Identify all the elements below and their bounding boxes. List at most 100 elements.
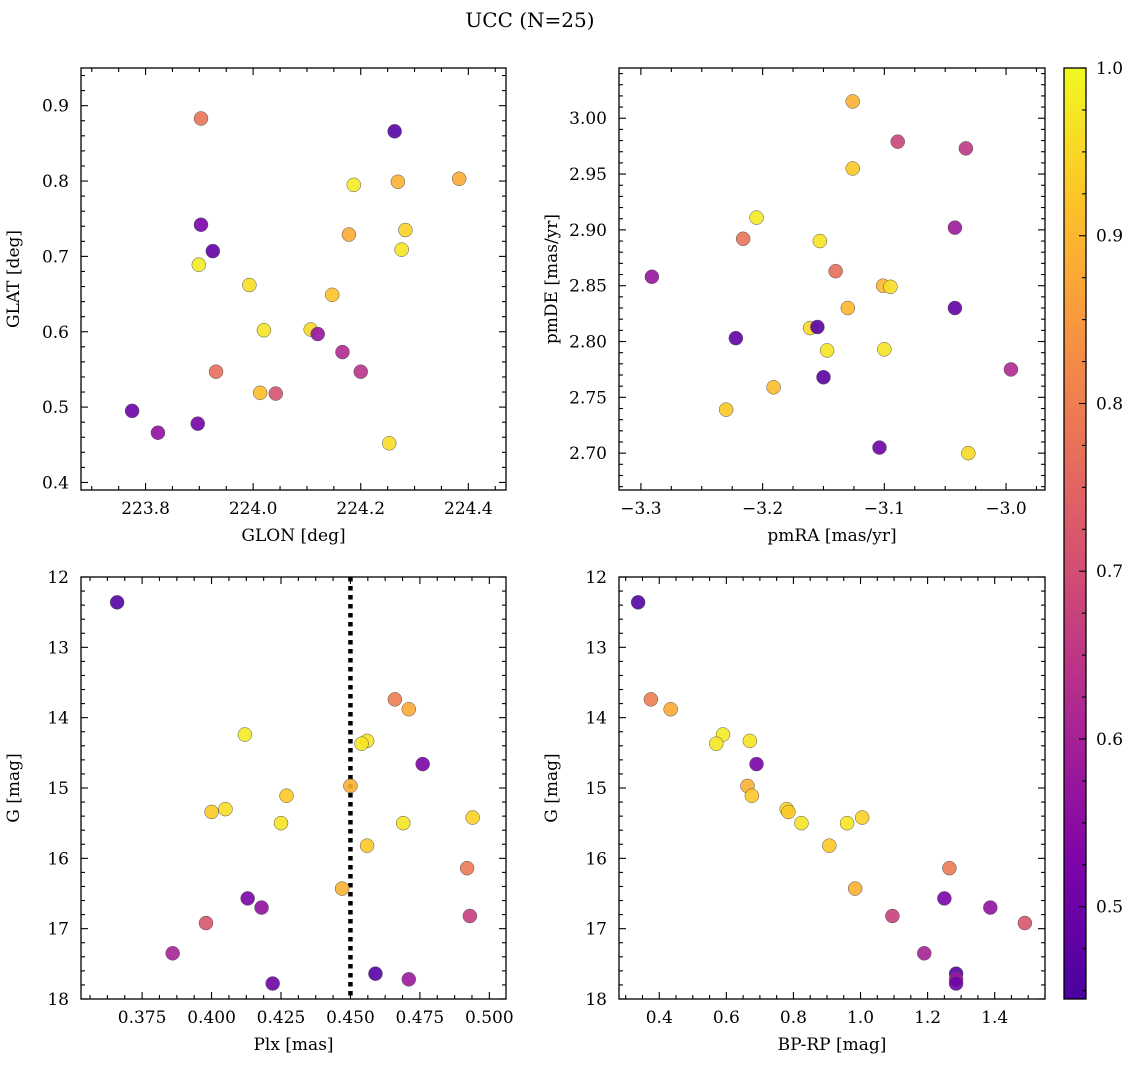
y-tick-label: 18 xyxy=(47,990,69,1010)
axes-frame xyxy=(618,576,1046,1000)
scatter-point xyxy=(885,908,900,924)
scatter-point xyxy=(916,946,932,961)
y-tick-label: 12 xyxy=(47,568,69,588)
y-axis-label: G [mag] xyxy=(4,753,24,822)
scatter-point xyxy=(150,425,166,440)
x-axis-label: pmRA [mas/yr] xyxy=(767,526,896,546)
y-tick-label: 2.70 xyxy=(569,444,607,464)
scatter-point xyxy=(630,595,646,610)
scatter-point xyxy=(334,881,350,896)
scatter-point xyxy=(218,801,233,817)
scatter-point xyxy=(877,342,892,357)
scatter-point xyxy=(709,736,724,751)
y-tick-label: 0.9 xyxy=(42,97,69,117)
scatter-point xyxy=(252,385,268,401)
y-tick-label: 2.80 xyxy=(569,333,607,353)
x-tick-label: 0.8 xyxy=(780,1008,807,1028)
scatter-point xyxy=(1017,915,1033,931)
scatter-point xyxy=(983,900,998,915)
scatter-point xyxy=(643,692,659,707)
y-tick-label: 16 xyxy=(585,849,607,869)
x-tick-label: 0.400 xyxy=(187,1008,236,1028)
scatter-point xyxy=(268,386,283,401)
scatter-point xyxy=(845,94,860,109)
scatter-point xyxy=(335,344,350,360)
scatter-point xyxy=(401,701,417,717)
x-tick-label: 1.0 xyxy=(847,1008,874,1028)
x-tick-label: −3.0 xyxy=(985,499,1026,519)
x-axis-label: GLON [deg] xyxy=(241,526,345,546)
scatter-point xyxy=(415,756,430,772)
scatter-point xyxy=(1003,362,1019,377)
x-tick-label: 1.4 xyxy=(981,1008,1008,1028)
scatter-point xyxy=(382,436,397,451)
y-tick-label: 0.5 xyxy=(42,398,69,418)
x-tick-label: 0.450 xyxy=(326,1008,375,1028)
y-tick-label: 2.90 xyxy=(569,221,607,241)
colorbar-gradient xyxy=(1063,67,1087,1000)
scatter-point xyxy=(840,300,856,316)
colorbar-tick-label: 0.9 xyxy=(1096,227,1123,247)
x-tick-label: −3.3 xyxy=(620,499,661,519)
scatter-point xyxy=(812,233,828,249)
colorbar-tick-label: 0.8 xyxy=(1096,394,1123,414)
y-tick-label: 3.00 xyxy=(569,109,607,129)
scatter-panel-1: 223.8 224.0 224.2 224.4 0.4 0.5 0.6 0.7 0.8 0.9 GL… xyxy=(4,67,507,546)
scatter-point xyxy=(742,733,758,749)
scatter-point xyxy=(254,900,269,915)
scatter-point xyxy=(387,692,403,707)
y-axis-label: pmDE [mas/yr] xyxy=(542,214,562,344)
colorbar-tick-label: 1.0 xyxy=(1096,59,1123,79)
scatter-point xyxy=(749,210,764,225)
scatter-point xyxy=(822,838,837,853)
scatter-point xyxy=(109,595,125,610)
x-axis-label: Plx [mas] xyxy=(253,1035,333,1055)
scatter-point xyxy=(401,972,417,987)
scatter-point xyxy=(353,364,368,379)
y-tick-label: 15 xyxy=(47,779,69,799)
scatter-point xyxy=(346,177,362,193)
y-tick-label: 2.95 xyxy=(569,165,607,185)
x-tick-label: 223.8 xyxy=(121,499,170,519)
y-tick-label: 14 xyxy=(47,709,69,729)
x-tick-label: 0.425 xyxy=(257,1008,306,1028)
scatter-point xyxy=(847,881,863,896)
scatter-point xyxy=(310,326,325,342)
scatter-point xyxy=(794,815,809,831)
scatter-point xyxy=(398,222,413,238)
x-tick-label: 0.475 xyxy=(396,1008,445,1028)
scatter-point xyxy=(359,838,375,853)
y-tick-label: 0.8 xyxy=(42,172,69,192)
scatter-point xyxy=(242,277,257,293)
scatter-point xyxy=(781,804,796,820)
scatter-point xyxy=(958,141,974,156)
scatter-point xyxy=(368,966,383,981)
axes-frame xyxy=(618,67,1046,491)
y-tick-label: 16 xyxy=(47,849,69,869)
y-tick-label: 13 xyxy=(585,638,607,658)
scatter-point xyxy=(395,815,411,831)
scatter-point xyxy=(819,343,835,358)
scatter-point xyxy=(193,111,209,126)
scatter-point xyxy=(204,804,219,820)
y-tick-label: 18 xyxy=(585,990,607,1010)
scatter-point xyxy=(205,243,221,259)
scatter-point xyxy=(766,380,781,395)
scatter-point xyxy=(961,445,976,461)
scatter-point xyxy=(394,242,409,257)
scatter-point xyxy=(816,369,831,385)
scatter-point xyxy=(948,976,964,991)
scatter-point xyxy=(240,891,255,906)
scatter-point xyxy=(839,815,855,831)
scatter-point xyxy=(942,860,957,876)
x-axis-label: BP-RP [mag] xyxy=(778,1035,887,1055)
scatter-point xyxy=(237,727,253,742)
axes-frame xyxy=(80,67,507,491)
x-tick-label: 0.375 xyxy=(118,1008,167,1028)
y-tick-label: 0.7 xyxy=(42,247,69,267)
y-tick-label: 2.75 xyxy=(569,388,607,408)
scatter-point xyxy=(279,788,294,803)
x-tick-label: 224.0 xyxy=(229,499,278,519)
y-tick-label: 0.6 xyxy=(42,323,69,343)
